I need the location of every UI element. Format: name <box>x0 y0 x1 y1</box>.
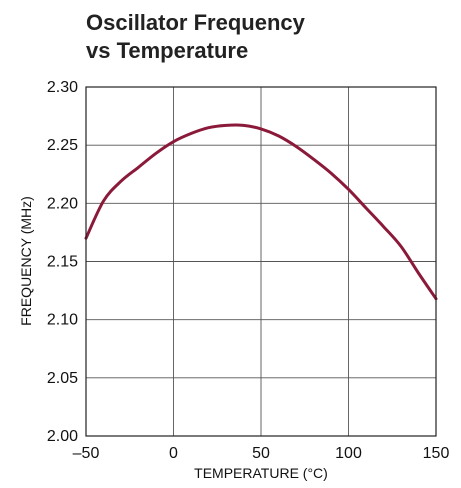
y-tick-label: 2.00 <box>47 428 78 445</box>
y-tick-label: 2.25 <box>47 137 78 154</box>
x-axis-ticks: –50 0 50 100 150 <box>73 445 450 462</box>
x-axis-label: TEMPERATURE (°C) <box>194 465 328 481</box>
x-tick-label: 50 <box>252 445 270 462</box>
y-axis-ticks: 2.00 2.05 2.10 2.15 2.20 2.25 2.30 <box>47 79 78 445</box>
y-tick-label: 2.15 <box>47 254 78 271</box>
x-tick-label: 0 <box>169 445 178 462</box>
plot-frame <box>85 86 437 437</box>
series <box>84 123 438 301</box>
series-line-0 <box>84 123 438 301</box>
chart-title-line-1: Oscillator Frequency <box>86 10 306 35</box>
y-tick-label: 2.20 <box>47 195 78 212</box>
gridlines <box>86 87 436 436</box>
chart-title-line-2: vs Temperature <box>86 38 248 63</box>
chart-title: Oscillator Frequency vs Temperature <box>86 10 306 63</box>
x-tick-label: 150 <box>423 445 450 462</box>
y-tick-label: 2.30 <box>47 79 78 96</box>
x-tick-label: –50 <box>73 445 100 462</box>
y-axis-label: FREQUENCY (MHz) <box>18 196 34 326</box>
x-tick-label: 100 <box>335 445 362 462</box>
y-tick-label: 2.05 <box>47 370 78 387</box>
y-tick-label: 2.10 <box>47 312 78 329</box>
